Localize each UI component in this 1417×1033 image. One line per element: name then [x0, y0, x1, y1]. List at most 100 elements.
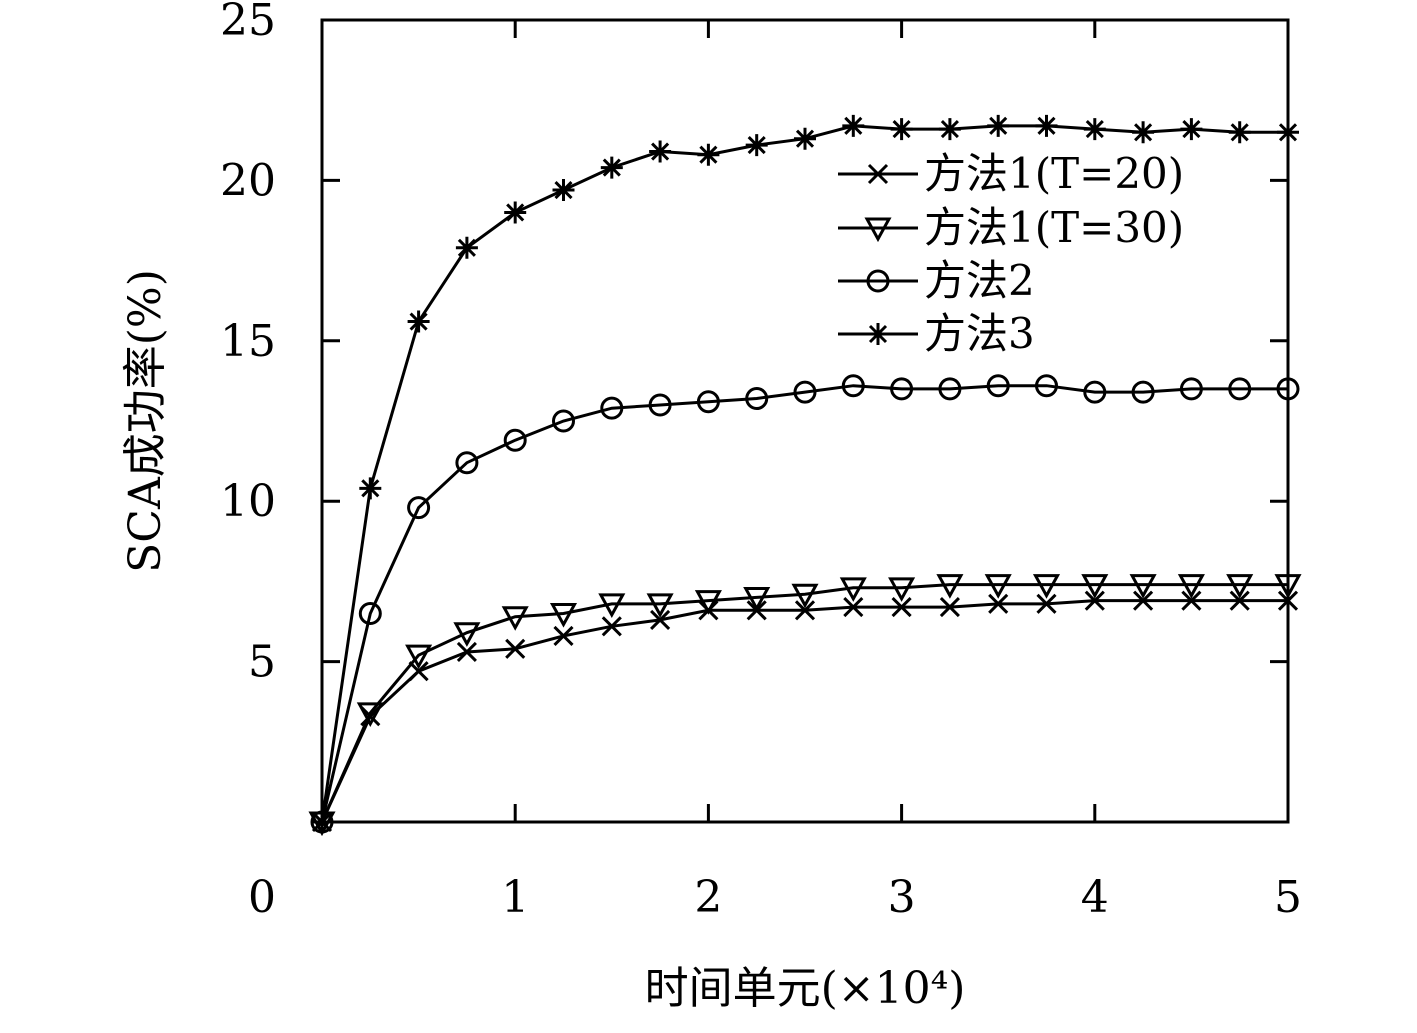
- data-point: [407, 496, 431, 520]
- series-1: [311, 590, 1299, 833]
- data-point: [1084, 590, 1105, 611]
- data-point: [598, 593, 626, 618]
- data-point: [455, 451, 479, 475]
- data-point: [890, 377, 914, 401]
- data-point: [939, 597, 960, 618]
- data-point: [455, 236, 478, 259]
- series-line: [320, 384, 1288, 823]
- data-point: [794, 127, 816, 150]
- data-point: [743, 586, 771, 612]
- data-point: [408, 661, 429, 682]
- data-point: [552, 409, 575, 433]
- legend-label: 方法1(T=30): [924, 203, 1184, 252]
- data-point: [646, 593, 674, 618]
- y-tick-label: 5: [248, 637, 276, 688]
- legend-label: 方法2: [924, 256, 1035, 305]
- data-point: [1129, 574, 1157, 599]
- x-tick-label: 0: [248, 872, 276, 923]
- data-point: [988, 593, 1009, 614]
- data-point: [503, 428, 527, 452]
- y-tick-label: 15: [220, 316, 276, 367]
- data-point: [505, 638, 526, 659]
- data-point: [1036, 593, 1057, 614]
- data-point: [791, 583, 819, 609]
- data-point: [1035, 374, 1058, 398]
- data-point: [1035, 114, 1058, 137]
- data-point: [1229, 590, 1250, 611]
- legend-entry: 方法2: [838, 256, 1035, 305]
- data-point: [1083, 380, 1107, 404]
- legend-label: 方法3: [924, 309, 1035, 358]
- data-point: [552, 179, 575, 202]
- data-point: [453, 622, 481, 647]
- data-point: [1276, 377, 1300, 401]
- x-axis-title: 时间单元(×10⁴): [645, 963, 966, 1014]
- data-point: [1083, 118, 1106, 141]
- data-point: [553, 625, 574, 646]
- plot-frame: [320, 18, 1290, 824]
- data-point: [890, 118, 913, 141]
- data-point: [1228, 121, 1251, 144]
- data-point: [649, 140, 672, 163]
- data-point: [1180, 118, 1203, 141]
- legend-marker: [864, 217, 892, 243]
- data-point: [1032, 574, 1061, 599]
- series-4: [311, 114, 1299, 833]
- data-point: [987, 114, 1010, 137]
- data-point: [405, 644, 433, 670]
- data-point: [1226, 574, 1254, 599]
- data-point: [745, 387, 769, 411]
- x-tick-label: 2: [694, 872, 722, 923]
- axis-ticks: 0 1 2 3 4 5 5 10 15 20 25: [220, 0, 1302, 923]
- data-point: [1133, 590, 1154, 611]
- y-axis-title: SCA成功率(%): [120, 269, 171, 573]
- data-point: [1277, 590, 1299, 611]
- data-point: [1131, 380, 1155, 404]
- x-tick-label: 5: [1274, 872, 1302, 923]
- data-point: [839, 577, 867, 602]
- x-tick-label: 3: [888, 872, 916, 923]
- data-point: [938, 377, 962, 401]
- data-point: [1228, 377, 1252, 401]
- data-point: [843, 597, 864, 618]
- legend-entry: 方法3: [838, 309, 1035, 358]
- data-point: [986, 374, 1010, 398]
- legend-entry: 方法1(T=20): [838, 149, 1184, 198]
- data-point: [1177, 574, 1205, 599]
- data-point: [1179, 377, 1203, 401]
- legend-marker: [866, 269, 890, 293]
- series-2: [308, 574, 1302, 837]
- data-point: [650, 609, 671, 630]
- data-point: [745, 134, 768, 157]
- y-tick-label: 25: [220, 0, 276, 46]
- data-point: [356, 702, 384, 728]
- data-point: [359, 477, 382, 500]
- data-point: [549, 602, 578, 628]
- data-point: [696, 390, 720, 414]
- data-point: [456, 641, 477, 663]
- data-point: [938, 118, 961, 141]
- data-point: [936, 574, 964, 599]
- data-point: [1277, 121, 1299, 144]
- legend-marker: [867, 323, 889, 345]
- data-point: [600, 156, 623, 179]
- data-point: [794, 600, 816, 621]
- data-point: [984, 574, 1012, 599]
- y-tick-label: 10: [220, 476, 276, 527]
- data-point: [648, 393, 672, 417]
- series-line: [320, 583, 1288, 823]
- data-point: [1274, 574, 1302, 599]
- data-point: [600, 396, 624, 420]
- data-point: [358, 601, 382, 625]
- data-point: [842, 114, 865, 137]
- legend-marker: [867, 163, 889, 185]
- data-point: [501, 606, 529, 631]
- data-point: [1181, 590, 1202, 611]
- data-point: [407, 310, 430, 333]
- data-point: [601, 616, 622, 637]
- y-tick-label: 20: [220, 155, 276, 206]
- legend-entry: 方法1(T=30): [838, 203, 1184, 252]
